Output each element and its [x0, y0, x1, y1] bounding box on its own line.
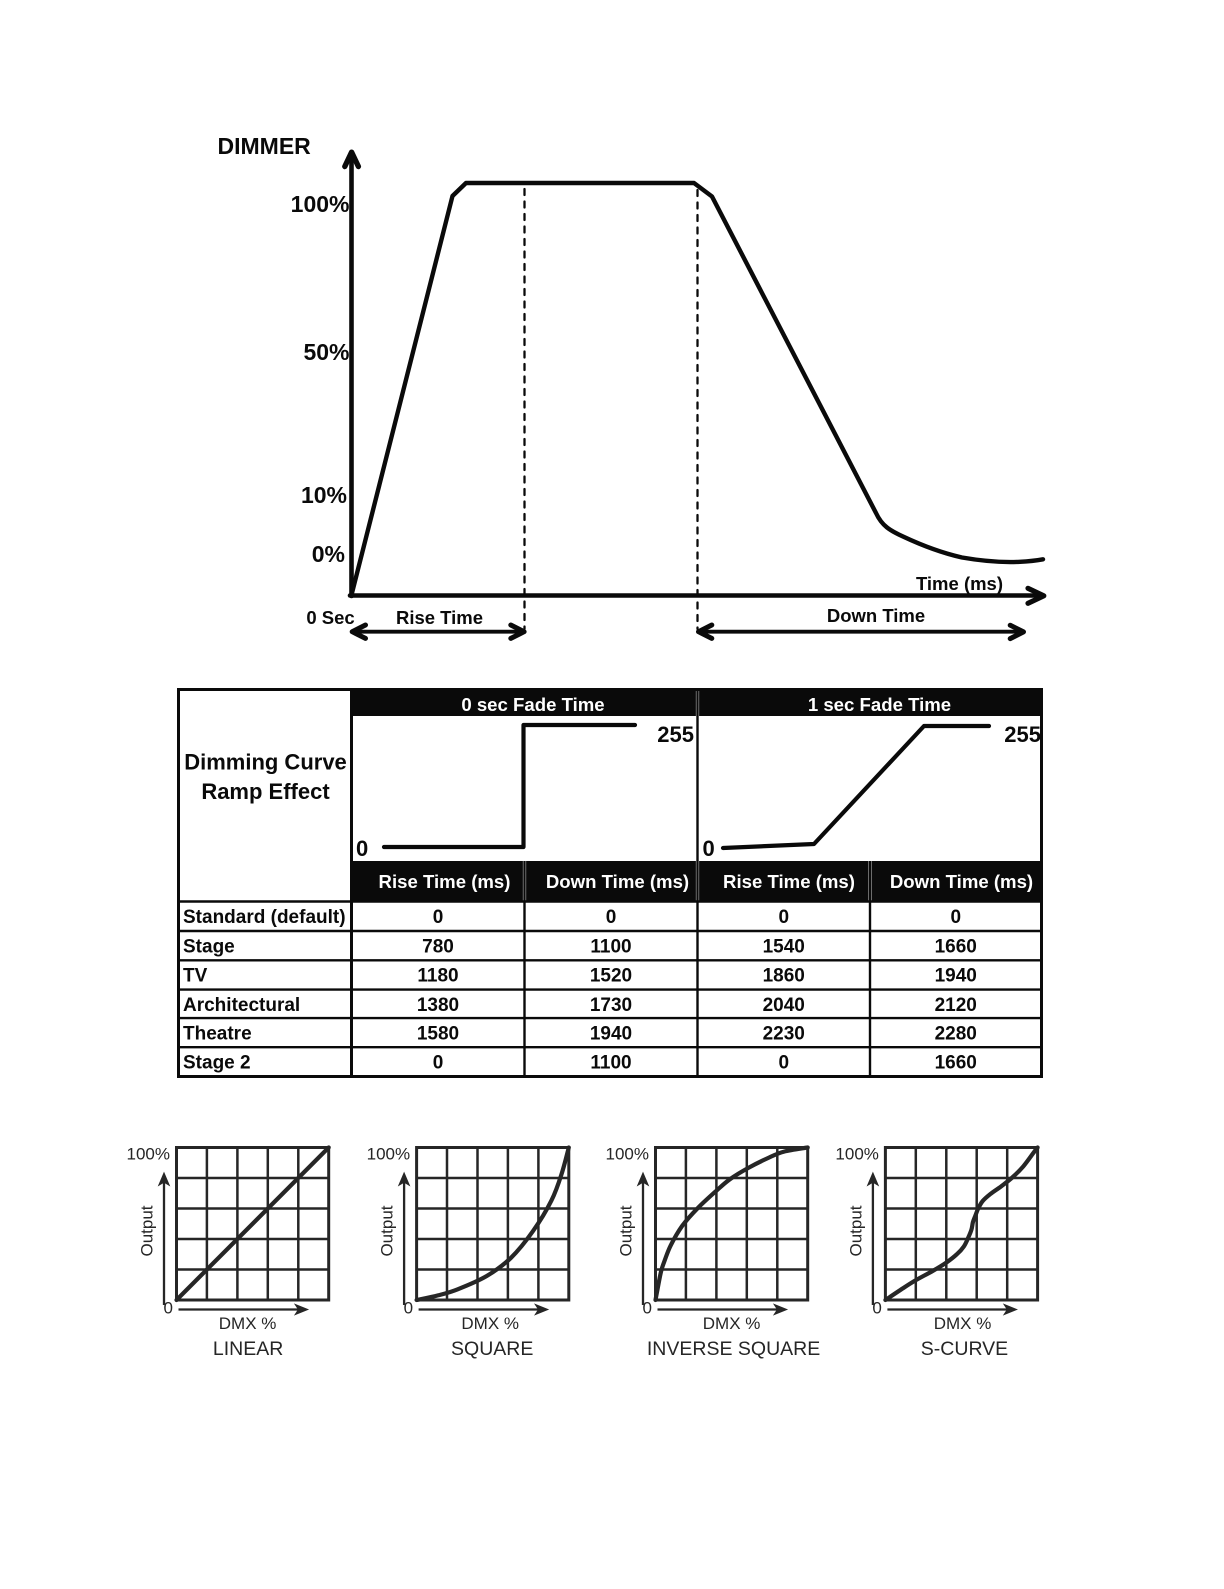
- svg-text:Output: Output: [846, 1205, 865, 1256]
- svg-text:1100: 1100: [590, 936, 631, 957]
- svg-text:1180: 1180: [417, 966, 458, 987]
- svg-text:0: 0: [404, 1299, 413, 1318]
- svg-text:Stage: Stage: [183, 936, 235, 957]
- svg-text:50%: 50%: [303, 339, 349, 365]
- svg-text:Stage 2: Stage 2: [183, 1053, 251, 1074]
- svg-text:0 Sec: 0 Sec: [306, 607, 354, 628]
- svg-text:0: 0: [703, 836, 715, 861]
- svg-text:DMX %: DMX %: [934, 1314, 992, 1333]
- svg-text:255: 255: [1004, 722, 1041, 747]
- svg-text:0: 0: [356, 836, 368, 861]
- svg-text:Rise Time (ms): Rise Time (ms): [723, 871, 855, 892]
- svg-text:0: 0: [433, 1053, 444, 1074]
- svg-text:LINEAR: LINEAR: [213, 1338, 283, 1360]
- svg-text:INVERSE SQUARE: INVERSE SQUARE: [647, 1338, 820, 1360]
- svg-text:1730: 1730: [590, 995, 632, 1016]
- svg-text:Ramp Effect: Ramp Effect: [201, 779, 330, 804]
- svg-text:Time (ms): Time (ms): [916, 573, 1003, 594]
- svg-text:1520: 1520: [590, 966, 632, 987]
- svg-text:Down Time (ms): Down Time (ms): [890, 871, 1033, 892]
- svg-text:100%: 100%: [367, 1145, 410, 1164]
- svg-text:100%: 100%: [291, 191, 350, 217]
- svg-text:0: 0: [643, 1299, 652, 1318]
- svg-text:2120: 2120: [935, 995, 977, 1016]
- svg-text:Down Time: Down Time: [827, 605, 925, 626]
- svg-text:1100: 1100: [590, 1053, 631, 1074]
- svg-text:DMX %: DMX %: [219, 1314, 277, 1333]
- svg-text:1580: 1580: [417, 1023, 459, 1044]
- svg-text:Architectural: Architectural: [183, 995, 300, 1016]
- svg-text:1940: 1940: [935, 966, 977, 987]
- svg-text:2040: 2040: [763, 995, 805, 1016]
- svg-text:1940: 1940: [590, 1023, 632, 1044]
- svg-text:1660: 1660: [935, 1053, 977, 1074]
- svg-text:0%: 0%: [312, 541, 345, 567]
- svg-text:Output: Output: [617, 1205, 636, 1256]
- svg-text:1540: 1540: [763, 936, 805, 957]
- svg-text:1860: 1860: [763, 966, 805, 987]
- svg-text:DIMMER: DIMMER: [218, 133, 312, 159]
- svg-text:1380: 1380: [417, 995, 459, 1016]
- svg-text:100%: 100%: [606, 1145, 649, 1164]
- svg-text:1 sec Fade Time: 1 sec Fade Time: [808, 694, 951, 715]
- svg-text:Output: Output: [138, 1205, 157, 1256]
- svg-text:255: 255: [657, 722, 694, 747]
- svg-text:100%: 100%: [835, 1145, 878, 1164]
- svg-text:DMX %: DMX %: [703, 1314, 761, 1333]
- svg-text:0: 0: [872, 1299, 881, 1318]
- svg-text:0 sec Fade Time: 0 sec Fade Time: [461, 694, 604, 715]
- svg-text:10%: 10%: [301, 482, 347, 508]
- svg-text:2230: 2230: [763, 1023, 805, 1044]
- svg-text:0: 0: [778, 907, 789, 928]
- svg-text:0: 0: [164, 1299, 173, 1318]
- svg-text:Theatre: Theatre: [183, 1023, 252, 1044]
- svg-text:100%: 100%: [127, 1145, 170, 1164]
- svg-text:Standard (default): Standard (default): [183, 907, 346, 928]
- svg-text:Output: Output: [378, 1205, 397, 1256]
- svg-text:0: 0: [606, 907, 617, 928]
- svg-text:Rise Time: Rise Time: [396, 607, 483, 628]
- svg-text:TV: TV: [183, 966, 208, 987]
- svg-text:Down Time (ms): Down Time (ms): [546, 871, 689, 892]
- svg-text:S-CURVE: S-CURVE: [921, 1338, 1008, 1360]
- svg-text:Dimming Curve: Dimming Curve: [184, 750, 347, 775]
- svg-text:0: 0: [950, 907, 961, 928]
- svg-text:Rise Time (ms): Rise Time (ms): [379, 871, 511, 892]
- svg-text:1660: 1660: [935, 936, 977, 957]
- svg-text:DMX %: DMX %: [461, 1314, 519, 1333]
- svg-text:2280: 2280: [935, 1023, 977, 1044]
- svg-text:0: 0: [778, 1053, 789, 1074]
- svg-text:SQUARE: SQUARE: [451, 1338, 533, 1360]
- svg-text:0: 0: [433, 907, 444, 928]
- svg-text:780: 780: [422, 936, 454, 957]
